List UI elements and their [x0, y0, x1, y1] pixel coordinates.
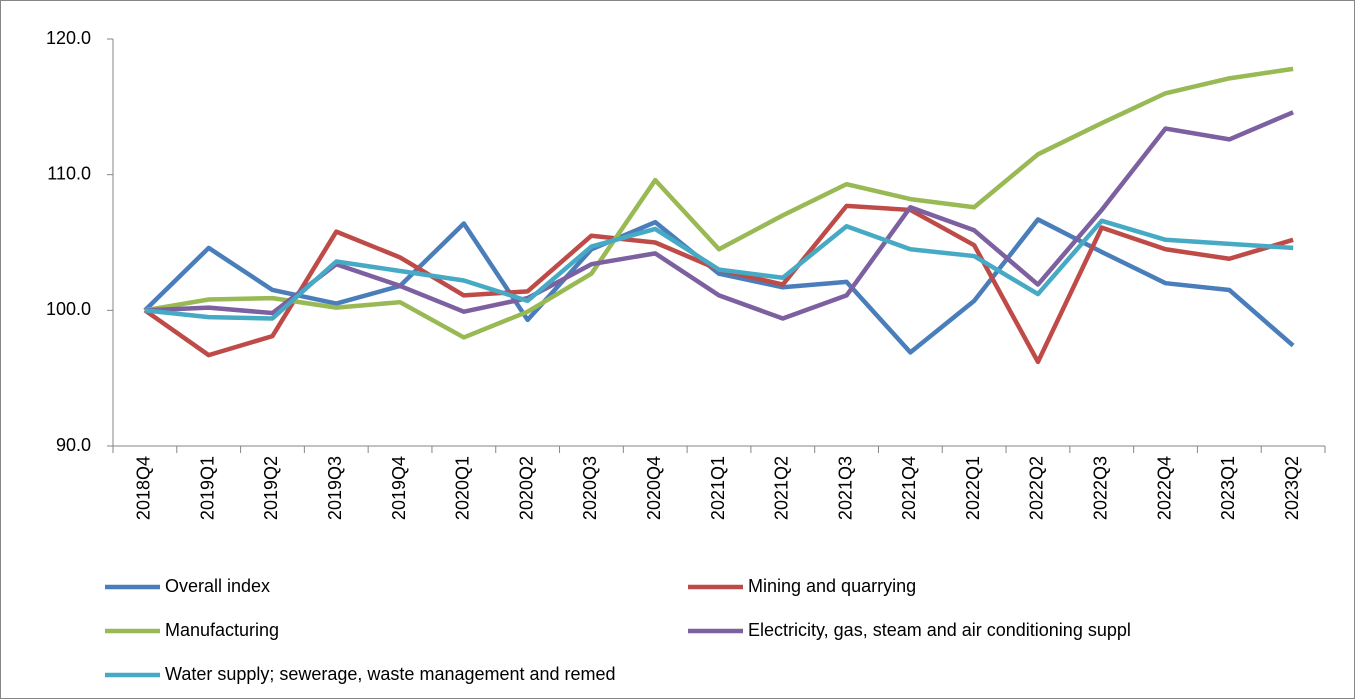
x-tick-label: 2023Q1 — [1218, 456, 1238, 520]
x-tick-label: 2020Q1 — [453, 456, 473, 520]
x-tick-label: 2020Q2 — [516, 456, 536, 520]
x-tick-label: 2019Q3 — [325, 456, 345, 520]
legend-label: Manufacturing — [165, 620, 279, 640]
x-tick-label: 2022Q2 — [1027, 456, 1047, 520]
x-tick-label: 2018Q4 — [134, 456, 154, 520]
x-tick-label: 2019Q1 — [197, 456, 217, 520]
x-tick-label: 2021Q1 — [708, 456, 728, 520]
series-line — [144, 66, 1294, 340]
y-tick-label: 120.0 — [46, 28, 91, 48]
x-tick-label: 2019Q4 — [389, 456, 409, 520]
x-tick-label: 2021Q4 — [899, 456, 919, 520]
y-tick-label: 110.0 — [47, 163, 91, 183]
x-tick-label: 2019Q2 — [261, 456, 281, 520]
legend-label: Electricity, gas, steam and air conditio… — [748, 620, 1131, 640]
y-tick-label: 90.0 — [56, 435, 91, 455]
x-tick-label: 2022Q1 — [963, 456, 983, 520]
x-tick-label: 2022Q4 — [1154, 456, 1174, 520]
x-tick-label: 2022Q3 — [1090, 456, 1110, 520]
x-tick-label: 2021Q2 — [772, 456, 792, 520]
x-tick-label: 2020Q4 — [644, 456, 664, 520]
series-line — [144, 218, 1294, 321]
y-tick-label: 100.0 — [46, 299, 91, 319]
legend-label: Water supply; sewerage, waste management… — [165, 664, 616, 684]
x-tick-label: 2023Q2 — [1282, 456, 1302, 520]
legend-label: Mining and quarrying — [748, 576, 916, 596]
legend-label: Overall index — [165, 576, 270, 596]
x-tick-label: 2021Q3 — [835, 456, 855, 520]
series-line — [143, 217, 1295, 355]
x-tick-label: 2020Q3 — [580, 456, 600, 520]
